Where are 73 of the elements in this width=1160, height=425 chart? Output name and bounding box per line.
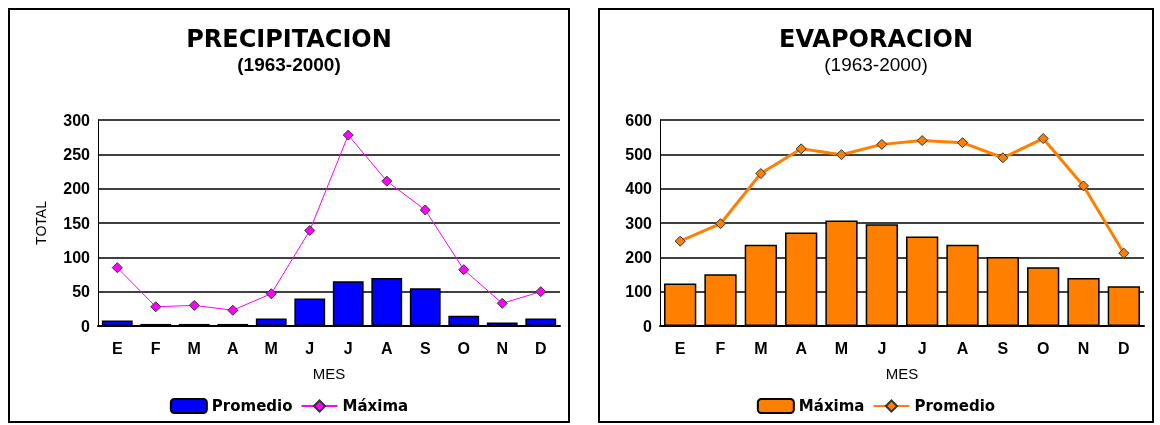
point	[381, 175, 393, 187]
y-tick-label: 150	[63, 214, 91, 232]
x-tick-label: E	[674, 339, 686, 357]
point	[111, 262, 123, 274]
y-tick-label: 200	[63, 180, 91, 198]
chart-title: EVAPORACION	[779, 25, 973, 53]
chart-title: PRECIPITACION	[186, 25, 392, 53]
x-tick-label: F	[715, 339, 726, 357]
y-axis-title: TOTAL	[33, 200, 49, 245]
legend-label: Máxima	[342, 397, 409, 415]
y-tick-label: 300	[63, 111, 91, 129]
y-tick-label: 100	[63, 248, 91, 266]
y-tick-label: 250	[63, 145, 91, 163]
x-tick-label: M	[187, 339, 201, 357]
y-tick-label: 100	[625, 283, 653, 301]
point	[755, 168, 767, 180]
chart-subtitle: (1963-2000)	[824, 54, 928, 75]
x-tick-label: J	[877, 339, 887, 357]
point	[458, 264, 470, 276]
x-tick-label: A	[956, 339, 969, 357]
x-tick-label: D	[534, 339, 547, 357]
point	[795, 143, 807, 155]
point	[916, 135, 928, 147]
point	[150, 301, 162, 313]
point	[265, 288, 277, 300]
legend-label: Promedio	[914, 397, 996, 415]
point	[957, 137, 968, 149]
y-tick-label: 200	[625, 248, 653, 266]
x-tick-label: N	[1077, 339, 1090, 357]
x-tick-label: N	[496, 339, 509, 357]
x-tick-label: J	[917, 339, 927, 357]
x-tick-label: E	[111, 339, 123, 357]
point	[876, 138, 888, 150]
point	[188, 299, 200, 311]
point	[1118, 247, 1130, 259]
x-tick-label: A	[380, 339, 393, 357]
y-tick-label: 400	[625, 180, 653, 198]
x-tick-label: A	[795, 339, 808, 357]
point	[304, 225, 316, 237]
y-tick-label: 600	[625, 111, 653, 129]
point	[227, 304, 239, 316]
x-tick-label: O	[457, 339, 470, 357]
point	[342, 129, 354, 141]
y-tick-label: 300	[625, 214, 653, 232]
y-tick-label: 0	[81, 317, 91, 335]
x-tick-label: D	[1118, 339, 1130, 357]
legend-label: Máxima	[798, 397, 865, 415]
x-axis-title: MES	[885, 365, 919, 382]
x-axis-title: MES	[312, 365, 346, 382]
x-tick-label: M	[754, 339, 768, 357]
point	[715, 218, 726, 230]
x-tick-label: S	[419, 339, 431, 357]
x-tick-label: M	[834, 339, 849, 357]
x-tick-label: S	[997, 339, 1009, 357]
y-tick-label: 0	[643, 317, 653, 335]
point	[674, 235, 686, 247]
y-tick-label: 500	[625, 145, 653, 163]
x-tick-label: F	[150, 339, 161, 357]
x-tick-label: O	[1036, 339, 1050, 357]
legend-label: Promedio	[211, 397, 293, 415]
point	[496, 297, 508, 309]
point	[836, 149, 847, 161]
point	[419, 204, 431, 216]
x-tick-label: M	[264, 339, 278, 357]
point	[1037, 133, 1049, 145]
point	[1078, 180, 1089, 192]
point	[535, 286, 547, 298]
x-tick-label: J	[305, 339, 315, 357]
x-tick-label: J	[343, 339, 353, 357]
point	[997, 152, 1009, 164]
y-tick-label: 50	[72, 283, 91, 301]
chart-subtitle: (1963-2000)	[237, 54, 341, 75]
x-tick-label: A	[226, 339, 239, 357]
